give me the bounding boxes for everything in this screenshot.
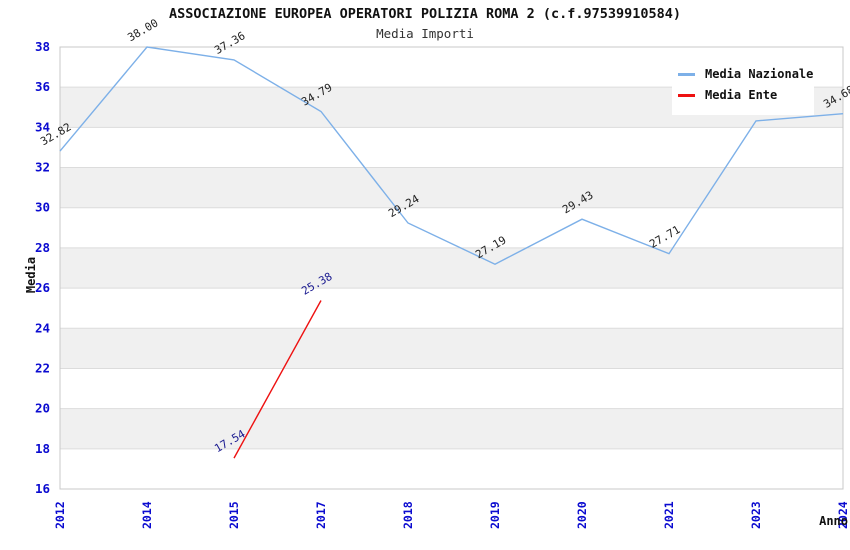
series-line	[59, 46, 844, 265]
legend-item-media-ente: Media Ente	[678, 88, 806, 102]
legend-item-media-nazionale: Media Nazionale	[678, 67, 813, 81]
y-tick-label: 26	[35, 280, 50, 295]
chart-title: ASSOCIAZIONE EUROPEA OPERATORI POLIZIA R…	[168, 6, 682, 22]
x-tick-label: 2018	[401, 501, 415, 529]
y-tick-label: 22	[35, 360, 50, 375]
legend-label: Media Ente	[705, 88, 778, 102]
x-axis-title: Anno	[819, 514, 848, 528]
x-tick-label: 2019	[488, 501, 502, 529]
y-tick-label: 18	[35, 441, 50, 456]
plot-band	[60, 328, 843, 369]
x-tick-label: 2012	[53, 501, 67, 529]
chart-subtitle: Media Importi	[376, 26, 474, 41]
x-tick-label: 2020	[575, 501, 589, 529]
plot-band	[60, 247, 843, 289]
y-tick-label: 16	[35, 481, 50, 496]
chart-legend: Media Nazionale Media Ente	[672, 58, 814, 115]
legend-label: Media Nazionale	[705, 67, 814, 81]
y-axis-title: Media	[24, 256, 38, 294]
y-tick-label: 20	[35, 401, 50, 416]
series-line	[233, 300, 322, 459]
media-nazionale-line-swatch-icon	[678, 72, 695, 76]
plot-band	[60, 408, 843, 449]
y-tick-label: 36	[35, 79, 50, 94]
plot-band	[60, 167, 843, 208]
media-ente-line-swatch-icon	[678, 93, 695, 97]
point-value-label: 37.36	[212, 29, 247, 57]
x-tick-label: 2017	[314, 501, 328, 529]
y-tick-label: 28	[35, 240, 50, 255]
y-tick-label: 30	[35, 200, 50, 215]
x-tick-label: 2023	[749, 501, 763, 529]
y-tick-label: 24	[35, 320, 50, 335]
y-tick-label: 38	[35, 39, 50, 54]
point-value-label: 38.00	[125, 16, 160, 44]
x-tick-label: 2024	[836, 501, 850, 529]
x-tick-label: 2015	[227, 501, 241, 529]
y-tick-label: 32	[35, 160, 50, 175]
point-value-label: 27.71	[647, 223, 682, 251]
x-tick-label: 2021	[662, 501, 676, 529]
y-tick-label: 34	[35, 119, 50, 134]
plot-border	[59, 46, 844, 490]
x-tick-label: 2014	[140, 501, 154, 529]
